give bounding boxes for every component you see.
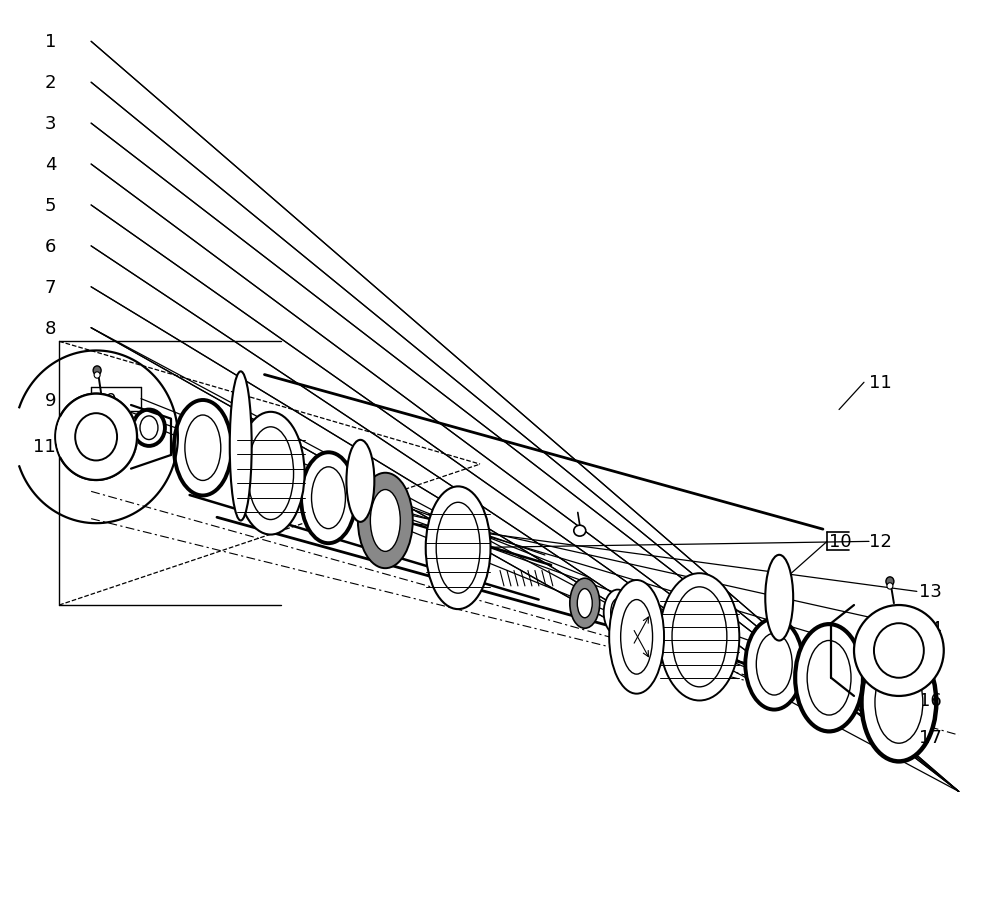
Ellipse shape [577,589,592,618]
Ellipse shape [807,640,851,715]
Ellipse shape [93,366,101,375]
Text: 12: 12 [869,533,892,551]
Ellipse shape [745,619,803,710]
Ellipse shape [358,473,413,568]
Ellipse shape [604,590,632,635]
Text: 10: 10 [94,392,117,410]
Ellipse shape [55,394,137,480]
Ellipse shape [609,580,664,694]
Ellipse shape [570,578,600,629]
Ellipse shape [185,415,221,481]
Ellipse shape [861,643,936,762]
Text: 5: 5 [45,197,56,215]
Text: 15: 15 [919,655,942,673]
Text: 11: 11 [33,437,56,456]
Text: 2: 2 [45,74,56,92]
Text: 9: 9 [45,392,56,410]
Ellipse shape [574,526,586,537]
Text: 14: 14 [919,619,942,637]
Text: 13: 13 [919,583,942,600]
Ellipse shape [765,555,793,640]
Ellipse shape [140,416,158,440]
Text: 10: 10 [829,533,852,551]
Text: 17: 17 [919,728,942,746]
Ellipse shape [370,490,400,552]
Ellipse shape [611,599,625,626]
Ellipse shape [621,600,653,674]
Ellipse shape [346,440,374,522]
Text: 3: 3 [45,115,56,133]
Ellipse shape [230,372,252,521]
Ellipse shape [237,413,305,535]
Ellipse shape [301,453,356,544]
Text: 1: 1 [45,34,56,51]
Text: 6: 6 [45,238,56,256]
Ellipse shape [174,401,232,496]
Ellipse shape [248,427,294,520]
Ellipse shape [795,624,863,732]
Text: 16: 16 [919,691,942,710]
Ellipse shape [312,467,345,529]
Ellipse shape [886,578,894,587]
Text: 11: 11 [869,374,892,392]
Ellipse shape [56,394,138,480]
Ellipse shape [94,373,100,379]
Ellipse shape [756,633,792,695]
Text: 7: 7 [45,279,56,296]
Ellipse shape [887,583,893,589]
Ellipse shape [660,574,739,701]
Ellipse shape [874,623,924,678]
Text: 4: 4 [45,156,56,174]
Text: 8: 8 [45,320,56,337]
Ellipse shape [875,661,923,743]
Ellipse shape [436,503,480,594]
Ellipse shape [672,588,727,687]
Ellipse shape [75,414,117,461]
Ellipse shape [426,486,491,609]
Ellipse shape [854,605,944,696]
Ellipse shape [133,410,165,446]
